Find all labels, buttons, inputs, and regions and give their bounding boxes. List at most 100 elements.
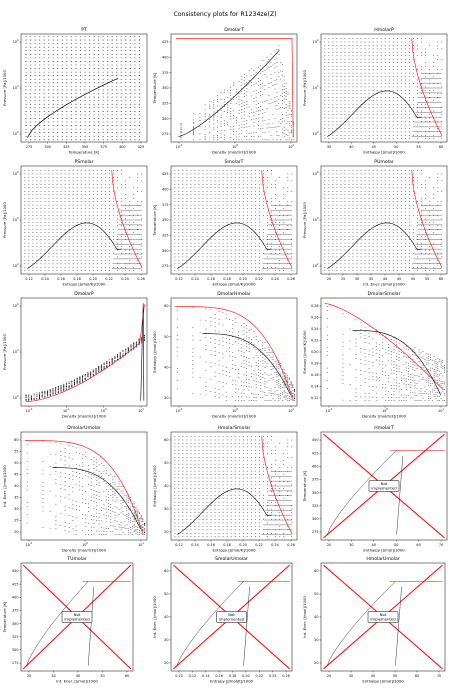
chart-panel-dmolarsmolar: DmolarSmolar 10-1 100 101 0.12 0.14 0.16 0.18 0.… [302,291,448,419]
y-tick-label: 50 [164,335,168,339]
y-tick-label: 60 [314,569,318,573]
x-tick-label: 0.26 [287,277,295,281]
x-axis-label: Int. Ener. [J/mol]/1000 [56,679,98,684]
not-implemented-box [216,611,247,623]
saturation-curve [177,222,272,269]
y-tick-label: 0.20 [311,350,319,354]
y-tick-label: 425 [162,172,168,176]
x-tick-label: 70 [437,674,441,678]
saturation-curve [27,222,122,269]
x-tick-label: 0.12 [189,674,197,678]
chart-title: HmolarSmolar [218,425,251,431]
y-axis-label: Int. Ener. [J/mol]/1000 [302,596,307,638]
x-tick-label: 25 [341,277,345,281]
chart-panel-smolart: SmolarT 0.12 0.14 0.16 0.18 0.20 0.22 0.24 0.26 2… [152,159,298,287]
y-tick-label: 300 [12,648,18,652]
faint-curve [243,586,250,666]
y-tick-label: 350 [312,491,318,495]
y-tick-label: 20 [314,661,318,665]
x-tick-label: 40 [372,543,376,547]
y-axis-label: Pressure [Pa]/1000 [302,70,307,106]
chart-title: PUmolar [374,159,394,165]
x-tick-label: 0.18 [223,277,231,281]
y-tick-label: 102 [13,263,19,268]
compressed-liquid-lines [140,303,145,401]
not-implemented-label: Not [380,612,387,617]
not-implemented-label: implemented [219,617,245,622]
y-tick-label: 60 [164,569,168,573]
x-tick-label: 400 [119,145,125,149]
chart-title: PT [81,27,87,33]
chart-title: SmolarUmolar [215,556,248,562]
saturation-curve [52,467,141,530]
x-tick-label: 0.12 [175,277,183,281]
x-tick-label: 0.24 [271,543,279,547]
chart-points [25,36,141,141]
x-tick-label: 0.16 [207,277,215,281]
phase-boundary [176,38,294,137]
y-axis-label: Temperature [K] [302,470,307,502]
x-tick-label: 0.20 [239,277,247,281]
y-tick-label: 375 [162,71,168,75]
phase-boundary [111,170,143,268]
x-tick-label: 55 [425,277,429,281]
x-tick-label: 10-1 [26,542,33,547]
x-tick-label: 0.14 [191,277,199,281]
x-tick-label: 100 [232,408,238,413]
chart-panel-pt: PT 275 300 325 350 375 400 425 102 103 104 Temperat… [2,27,148,155]
x-tick-label: 70 [439,543,443,547]
y-tick-label: 375 [12,609,18,613]
x-tick-label: 30 [349,674,353,678]
x-tick-label: 50 [100,674,104,678]
y-tick-label: 104 [13,171,19,176]
chart-panel-dmolarp: DmolarP 10-2 10-1 100 101 102 103 104 Density [m… [2,291,148,419]
chart-points [174,436,293,537]
y-tick-label: 103 [13,349,19,354]
faint-curve [396,455,404,535]
x-tick-label: 300 [44,145,50,149]
x-axis-label: Density [mol/m3]/1000 [362,414,407,419]
chart-title: HmolarP [374,27,394,33]
chart-points [180,44,294,141]
y-tick-label: 275 [312,530,318,534]
y-tick-label: 350 [162,86,168,90]
y-axis-label: Temperature [K] [152,204,157,236]
chart-title: HmolarT [374,425,394,431]
x-tick-label: 60 [415,674,419,678]
x-tick-label: 101 [288,408,294,413]
not-implemented-box [368,480,400,492]
y-tick-label: 325 [312,504,318,508]
y-tick-label: 40 [164,484,168,488]
x-tick-label: 20 [327,543,331,547]
y-tick-label: 425 [162,40,168,44]
y-tick-label: 50 [164,461,168,465]
x-tick-label: 0.22 [105,277,113,281]
x-tick-label: 101 [138,542,144,547]
x-axis-label: Enthalpy [J/mol]/1000 [362,679,404,684]
x-tick-label: 0.26 [287,543,295,547]
chart-title: DmolarHmolar [217,291,251,297]
x-tick-label: 10-1 [326,408,333,413]
x-tick-label: 40 [371,674,375,678]
saturation-curve [178,49,280,137]
faint-curve [88,586,94,666]
x-tick-label: 0.24 [269,674,277,678]
page-title: Consistency plots for R1234ze(Z) [173,11,277,18]
y-tick-label: 104 [313,39,319,44]
y-tick-label: 40 [314,615,318,619]
x-tick-label: 0.14 [41,277,49,281]
chart-panel-dmolart: DmolarT 10-1 100 101 275 300 325 350 375 400 425 De… [152,27,298,155]
y-tick-label: 55 [14,450,18,454]
faint-curve [176,581,244,666]
x-tick-label: 0.20 [242,674,250,678]
y-tick-label: 103 [13,217,19,222]
y-tick-label: 102 [13,131,19,136]
x-tick-label: 40 [383,277,387,281]
x-axis-label: Entropy [J/mol/K]/1000 [212,282,256,287]
x-tick-label: 20 [327,277,331,281]
x-tick-label: 60 [416,543,420,547]
chart-panel-pumolar: PUmolar 20 25 30 35 40 45 50 55 60 102 103 104 Int. E… [302,159,448,287]
